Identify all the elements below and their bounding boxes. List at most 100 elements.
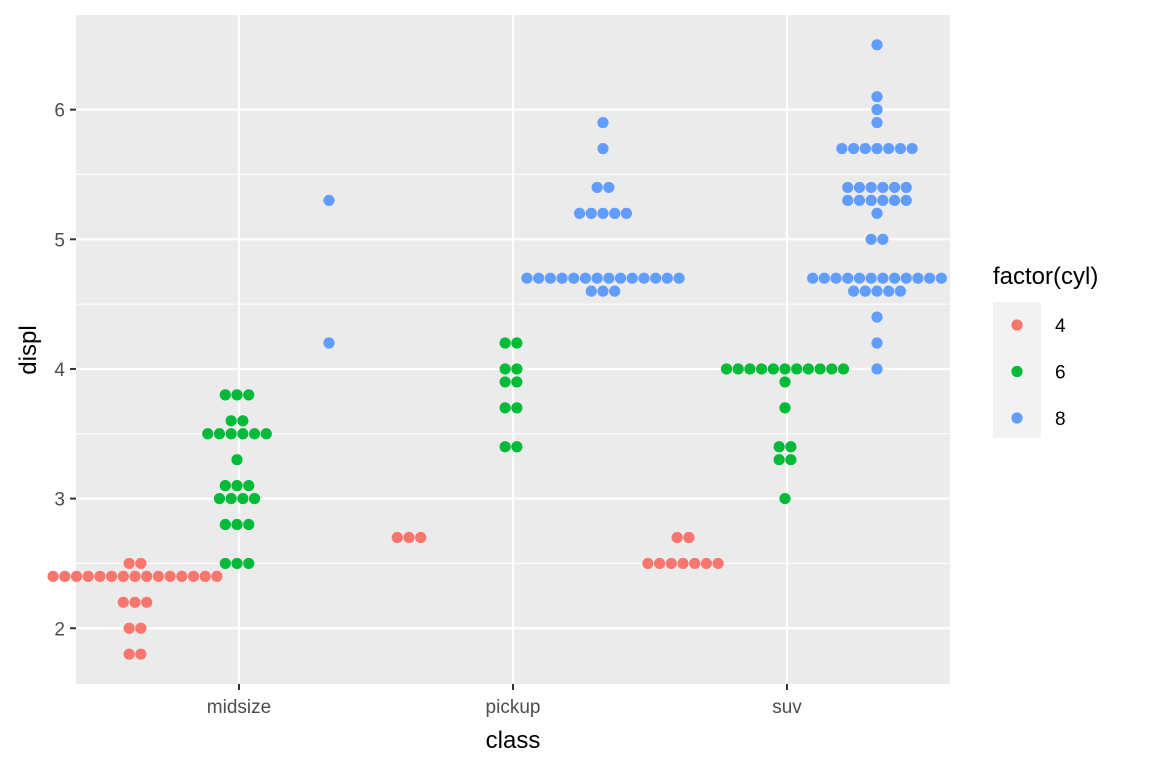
point-cyl8-pickup	[544, 272, 556, 284]
point-cyl8-pickup	[614, 272, 627, 284]
point-cyl8-suv	[871, 91, 883, 103]
point-cyl4-suv	[689, 557, 701, 570]
point-cyl6-midsize	[248, 492, 261, 505]
point-cyl6-pickup	[499, 402, 511, 414]
point-cyl4-midsize	[141, 570, 153, 582]
point-cyl6-suv	[779, 492, 791, 505]
point-cyl8-pickup	[620, 207, 633, 219]
point-cyl4-midsize	[176, 570, 188, 582]
point-cyl8-pickup	[579, 272, 592, 284]
point-cyl6-suv	[779, 363, 791, 375]
point-cyl6-suv	[785, 441, 797, 453]
point-cyl8-pickup	[585, 207, 597, 219]
point-cyl4-midsize	[106, 570, 118, 582]
point-cyl8-pickup	[591, 181, 603, 194]
x-tick-label-suv: suv	[772, 697, 802, 718]
point-cyl6-midsize	[231, 557, 243, 570]
point-cyl4-midsize	[59, 570, 71, 582]
point-cyl8-pickup	[626, 272, 638, 284]
point-cyl8-pickup	[521, 272, 533, 284]
point-cyl8-suv	[871, 142, 883, 155]
point-cyl8-pickup	[597, 142, 609, 155]
point-cyl8-pickup	[661, 272, 673, 284]
y-axis: 2 3 4 5 6	[54, 101, 76, 640]
point-cyl8-pickup	[609, 207, 621, 219]
legend: factor(cyl) 4 6 8	[993, 263, 1098, 438]
point-cyl4-suv	[671, 531, 683, 544]
point-cyl8-suv	[836, 142, 848, 155]
point-cyl8-pickup	[609, 285, 621, 297]
point-cyl6-midsize	[237, 415, 249, 427]
point-cyl8-suv	[853, 272, 866, 284]
point-cyl6-midsize	[219, 518, 231, 531]
point-cyl8-suv	[871, 311, 883, 323]
x-tick-label-pickup: pickup	[486, 697, 541, 718]
point-cyl8-suv	[842, 181, 854, 194]
point-cyl4-midsize	[135, 622, 147, 634]
point-cyl6-pickup	[511, 402, 523, 414]
point-cyl4-midsize	[123, 557, 135, 570]
point-cyl4-pickup	[391, 531, 403, 544]
point-cyl6-midsize	[243, 480, 255, 492]
point-cyl4-midsize	[117, 570, 129, 582]
point-cyl4-midsize	[129, 570, 141, 582]
point-cyl4-midsize	[47, 570, 59, 582]
point-cyl8-suv	[871, 104, 883, 116]
point-cyl8-suv	[830, 272, 842, 284]
point-cyl6-midsize	[219, 480, 231, 492]
point-cyl6-suv	[773, 441, 785, 453]
point-cyl8-pickup	[673, 272, 685, 284]
point-cyl6-midsize	[237, 492, 249, 505]
point-cyl6-suv	[837, 363, 850, 375]
point-cyl8-suv	[894, 285, 907, 297]
point-cyl8-pickup	[591, 272, 603, 284]
point-cyl8-suv	[877, 181, 889, 194]
point-cyl8-suv	[888, 181, 901, 194]
point-cyl8-pickup	[597, 117, 609, 129]
point-cyl4-suv	[665, 557, 677, 570]
point-cyl4-midsize	[117, 596, 129, 608]
legend-key-8	[1011, 412, 1023, 424]
point-cyl4-midsize	[135, 557, 147, 570]
point-cyl8-suv	[924, 272, 936, 284]
point-cyl8-suv	[871, 363, 883, 375]
point-cyl8-suv	[912, 272, 924, 284]
point-cyl8-midsize	[323, 194, 335, 207]
point-cyl4-midsize	[141, 596, 153, 608]
point-cyl6-midsize	[243, 518, 255, 531]
point-cyl6-suv	[732, 363, 744, 375]
point-cyl4-pickup	[403, 531, 415, 544]
point-cyl4-midsize	[164, 570, 176, 582]
point-cyl8-suv	[877, 272, 889, 284]
point-cyl4-suv	[677, 557, 689, 570]
point-cyl4-midsize	[135, 648, 147, 660]
point-cyl8-suv	[871, 337, 883, 349]
point-cyl8-suv	[865, 194, 877, 207]
point-cyl6-midsize	[231, 480, 243, 492]
point-cyl8-pickup	[574, 207, 586, 219]
point-cyl6-pickup	[499, 441, 511, 453]
point-cyl4-midsize	[187, 570, 200, 582]
point-cyl6-midsize	[231, 518, 243, 531]
point-cyl8-suv	[906, 142, 918, 155]
y-tick-label-3: 5	[54, 230, 65, 251]
y-tick-label-1: 3	[54, 490, 65, 511]
point-cyl8-pickup	[556, 272, 568, 284]
point-cyl8-suv	[883, 285, 895, 297]
point-cyl8-pickup	[568, 272, 580, 284]
point-cyl8-pickup	[585, 285, 597, 297]
point-cyl8-suv	[900, 194, 912, 207]
point-cyl6-suv	[756, 363, 768, 375]
point-cyl6-suv	[773, 454, 785, 466]
point-cyl6-midsize	[219, 389, 231, 401]
point-cyl6-midsize	[213, 492, 226, 505]
point-cyl6-midsize	[231, 454, 243, 466]
point-cyl8-suv	[877, 194, 889, 207]
point-cyl6-pickup	[499, 363, 511, 375]
point-cyl6-suv	[785, 454, 797, 466]
point-cyl8-suv	[888, 272, 901, 284]
point-cyl6-midsize	[260, 428, 272, 440]
legend-label-8: 8	[1055, 409, 1066, 430]
point-cyl6-suv	[779, 402, 791, 414]
